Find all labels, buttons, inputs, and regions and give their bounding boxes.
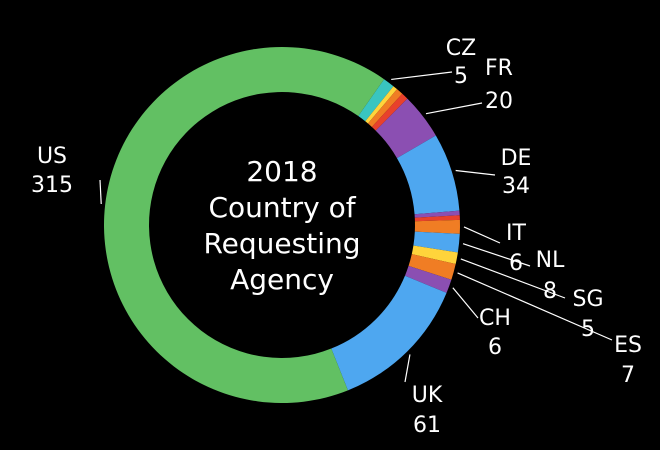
center-title-line-2: Requesting bbox=[203, 227, 360, 260]
slice-es bbox=[408, 254, 456, 280]
label-us-name: US bbox=[37, 144, 67, 169]
slice-nl bbox=[413, 231, 460, 253]
label-it-name: IT bbox=[506, 221, 526, 246]
leader-uk bbox=[404, 354, 411, 383]
leader-us bbox=[99, 179, 102, 205]
leader-de bbox=[455, 169, 496, 176]
slice-minor-3 bbox=[371, 93, 408, 131]
label-fr-name: FR bbox=[485, 56, 513, 81]
center-title-line-3: Agency bbox=[230, 263, 334, 296]
slice-minor-2 bbox=[367, 89, 403, 127]
label-uk-value: 61 bbox=[413, 413, 441, 438]
label-ch-value: 6 bbox=[488, 335, 502, 360]
center-title-line-1: Country of bbox=[208, 191, 356, 224]
label-ch-name: CH bbox=[479, 306, 511, 331]
leader-es bbox=[457, 272, 613, 341]
center-title-line-0: 2018 bbox=[246, 155, 317, 188]
slice-minor-7 bbox=[414, 215, 460, 222]
donut-slices bbox=[103, 46, 460, 403]
label-cz-name: CZ bbox=[446, 36, 476, 61]
leader-ch bbox=[452, 287, 479, 319]
slice-de bbox=[396, 135, 460, 215]
label-nl-name: NL bbox=[536, 248, 565, 273]
label-nl-value: 8 bbox=[543, 279, 557, 304]
slice-minor-1 bbox=[365, 86, 398, 124]
label-cz-value: 5 bbox=[454, 64, 468, 89]
slice-sg bbox=[411, 245, 458, 264]
slice-labels: CZ 5 FR 20 DE 34 IT 6 NL 8 SG 5 ES 7 CH 6 UK 61 US 315 bbox=[31, 36, 642, 438]
slice-fr bbox=[375, 98, 436, 159]
leader-lines bbox=[99, 71, 613, 383]
label-it-value: 6 bbox=[509, 251, 523, 276]
label-us-value: 315 bbox=[31, 173, 73, 198]
leader-nl bbox=[462, 243, 531, 267]
label-uk-name: UK bbox=[412, 383, 443, 408]
slice-uk bbox=[331, 275, 447, 391]
leader-sg bbox=[460, 258, 566, 299]
label-fr-value: 20 bbox=[485, 89, 513, 114]
label-de-name: DE bbox=[501, 146, 532, 171]
leader-cz bbox=[391, 71, 453, 81]
slice-ch bbox=[404, 265, 452, 293]
leader-it bbox=[463, 226, 501, 244]
label-es-name: ES bbox=[614, 333, 642, 358]
label-es-value: 7 bbox=[621, 363, 635, 388]
label-sg-name: SG bbox=[572, 287, 603, 312]
label-sg-value: 5 bbox=[581, 317, 595, 342]
label-de-value: 34 bbox=[502, 174, 530, 199]
slice-it bbox=[414, 219, 460, 234]
slice-cz bbox=[358, 79, 394, 122]
slice-us bbox=[103, 46, 385, 403]
leader-fr bbox=[425, 102, 483, 115]
slice-minor-6 bbox=[414, 210, 460, 218]
